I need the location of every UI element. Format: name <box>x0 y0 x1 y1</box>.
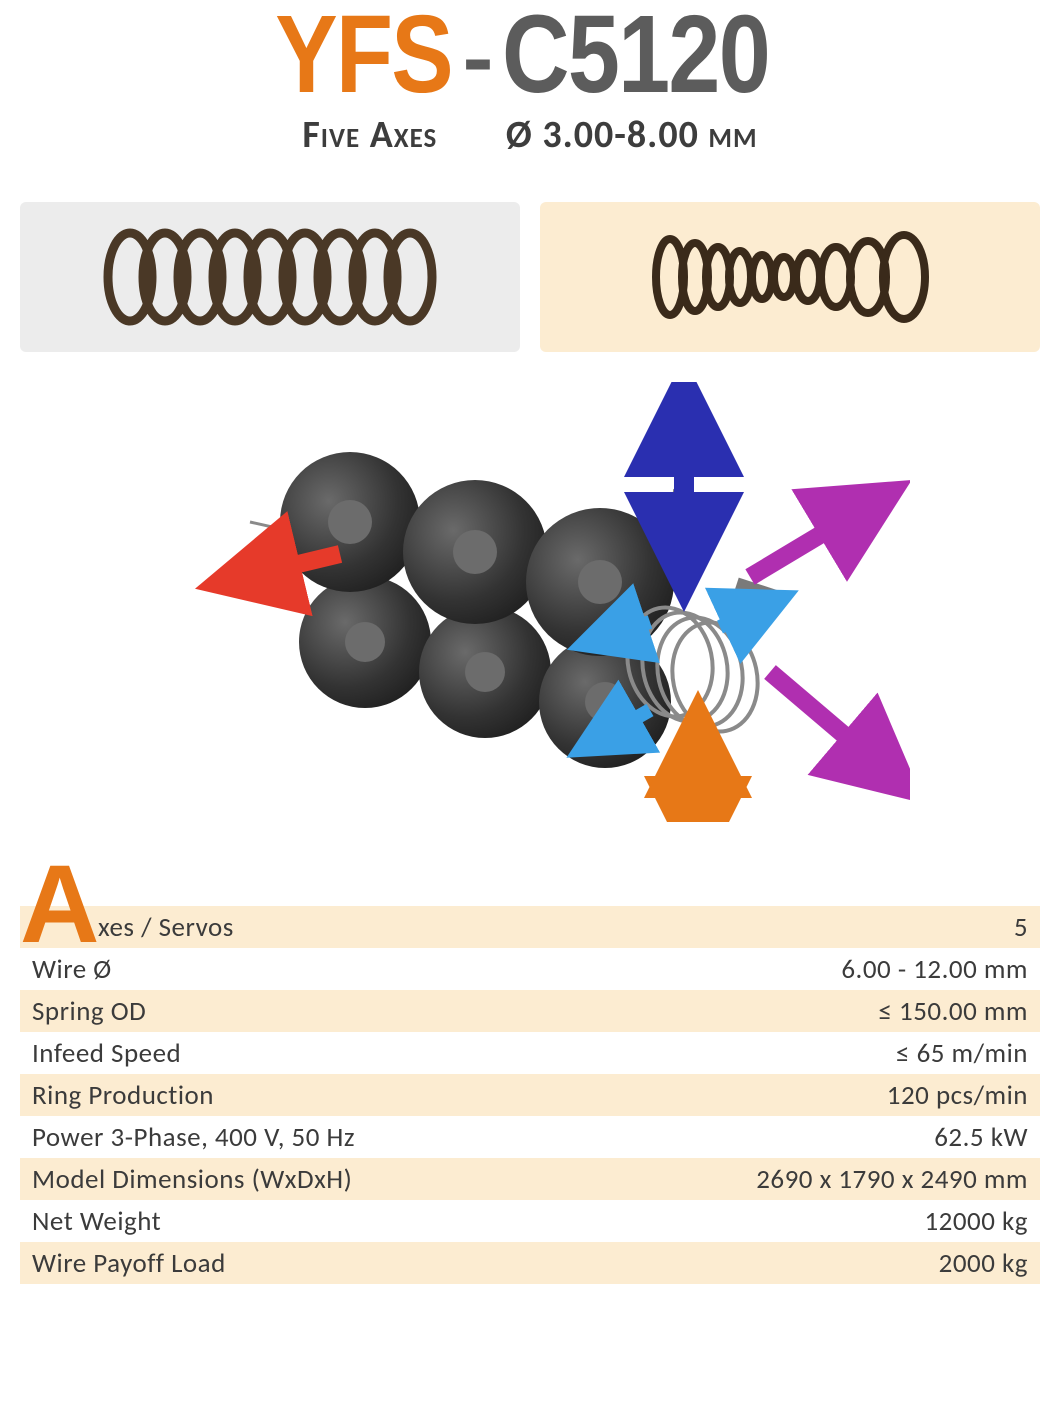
title-separator: - <box>463 1 490 118</box>
spec-value: 12000 kg <box>924 1205 1028 1238</box>
spec-label: Net Weight <box>32 1205 161 1238</box>
spec-row: Model Dimensions (WxDxH) 2690 x 1790 x 2… <box>20 1158 1040 1200</box>
product-subtitle: Five Axes Ø 3.00-8.00 mm <box>20 112 1040 158</box>
spec-label: Ring Production <box>32 1079 214 1112</box>
axes-diagram-svg <box>150 382 910 822</box>
roller-b1 <box>299 576 431 708</box>
sample-image-right <box>540 202 1040 352</box>
sample-images-row <box>20 202 1040 352</box>
roller-t2 <box>403 480 547 624</box>
spec-value: 5 <box>1014 911 1028 944</box>
spec-table: xes / Servos 5 A Wire Ø 6.00 - 12.00 mm … <box>20 838 1040 1284</box>
product-title: YFS - C5120 <box>20 0 1040 110</box>
spec-label: Model Dimensions (WxDxH) <box>32 1163 352 1196</box>
spec-row: Wire Ø 6.00 - 12.00 mm <box>20 948 1040 990</box>
sample-image-left <box>20 202 520 352</box>
spec-value: 2690 x 1790 x 2490 mm <box>756 1163 1028 1196</box>
spec-label: Spring OD <box>32 995 146 1028</box>
subtitle-axes: Five Axes <box>302 112 437 158</box>
roller-t3 <box>526 508 674 656</box>
axes-diagram <box>20 372 1040 832</box>
spec-value: 2000 kg <box>939 1247 1028 1280</box>
spec-value: 6.00 - 12.00 mm <box>841 953 1028 986</box>
section-letter: A <box>20 862 99 948</box>
spring-cylindrical-icon <box>70 217 470 337</box>
spec-value: ≤ 150.00 mm <box>878 995 1028 1028</box>
spec-row: Power 3-Phase, 400 V, 50 Hz 62.5 kW <box>20 1116 1040 1158</box>
spec-row: Wire Payoff Load 2000 kg <box>20 1242 1040 1284</box>
spec-value: 62.5 kW <box>934 1121 1028 1154</box>
spec-label: Power 3-Phase, 400 V, 50 Hz <box>32 1121 355 1154</box>
spec-value: 120 pcs/min <box>887 1079 1028 1112</box>
spec-value: ≤ 65 m/min <box>896 1037 1028 1070</box>
roller-b2 <box>419 606 551 738</box>
spec-row-first: xes / Servos 5 A <box>20 838 1040 948</box>
model-text: C5120 <box>502 0 769 110</box>
spec-label: Wire Payoff Load <box>32 1247 226 1280</box>
spec-row: Ring Production 120 pcs/min <box>20 1074 1040 1116</box>
spec-row: Net Weight 12000 kg <box>20 1200 1040 1242</box>
spec-row: Infeed Speed ≤ 65 m/min <box>20 1032 1040 1074</box>
brand-text: YFS <box>275 0 452 110</box>
subtitle-diameter: Ø 3.00-8.00 mm <box>506 112 758 158</box>
spec-row: Spring OD ≤ 150.00 mm <box>20 990 1040 1032</box>
spec-label: Infeed Speed <box>32 1037 181 1070</box>
spec-label: xes / Servos <box>98 911 234 944</box>
spring-conical-icon <box>590 217 990 337</box>
